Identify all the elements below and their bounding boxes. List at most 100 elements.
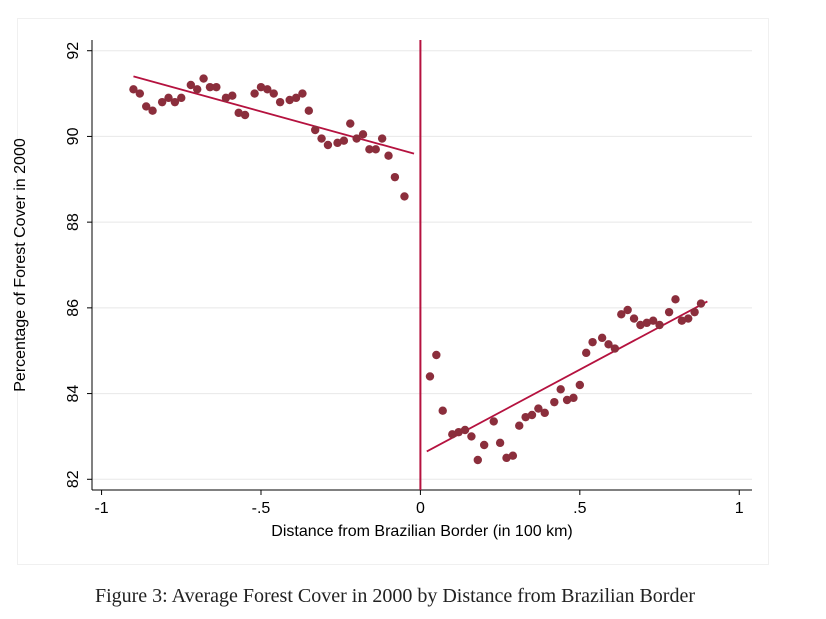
data-point — [291, 93, 301, 103]
data-point — [164, 93, 173, 103]
data-point — [597, 333, 607, 343]
data-point — [317, 134, 326, 143]
data-point — [170, 97, 180, 107]
data-point — [177, 93, 186, 103]
data-point — [148, 106, 157, 115]
x-tick-label: 1 — [735, 500, 744, 517]
data-point — [508, 451, 518, 460]
y-tick-label: 82 — [65, 470, 82, 488]
data-point — [575, 380, 585, 390]
data-point — [696, 299, 706, 308]
data-point — [384, 151, 393, 160]
data-point — [642, 318, 651, 328]
axes — [91, 40, 752, 491]
data-point — [550, 397, 559, 407]
data-point — [298, 89, 307, 98]
data-point — [339, 136, 349, 145]
data-point — [438, 406, 447, 415]
data-point — [240, 110, 250, 120]
data-point — [333, 138, 342, 148]
y-tick-label: 90 — [65, 127, 82, 145]
data-point — [671, 295, 680, 304]
data-point — [479, 440, 489, 450]
data-point — [648, 316, 658, 325]
data-point — [425, 372, 435, 381]
data-point — [534, 404, 543, 413]
figure-panel — [17, 18, 769, 565]
data-point — [515, 421, 524, 430]
data-point — [604, 340, 613, 349]
data-point — [371, 145, 380, 154]
data-point — [569, 393, 578, 403]
data-point — [129, 85, 138, 94]
data-point — [193, 85, 202, 94]
y-ticks: 82 84 86 88 90 92 — [65, 42, 92, 488]
data-point — [323, 140, 333, 150]
data-point — [495, 438, 505, 448]
data-point — [521, 412, 530, 422]
x-tick-label: -1 — [94, 500, 108, 517]
data-point — [263, 85, 272, 94]
data-point — [489, 417, 498, 426]
data-point — [527, 410, 537, 420]
data-point — [562, 395, 572, 405]
y-tick-label: 86 — [65, 299, 82, 317]
data-point — [400, 192, 409, 201]
data-point — [285, 95, 294, 105]
grid-lines — [92, 50, 752, 480]
data-point — [346, 119, 355, 128]
data-point — [390, 172, 400, 182]
data-point — [454, 427, 463, 437]
data-point — [690, 307, 699, 317]
data-point — [199, 74, 208, 83]
data-point — [221, 93, 231, 103]
data-point — [186, 80, 196, 90]
figure-caption: Figure 3: Average Forest Cover in 2000 b… — [94, 585, 696, 607]
x-tick-label: -.5 — [252, 500, 271, 517]
data-point — [269, 89, 278, 98]
data-point — [467, 432, 476, 441]
data-point — [636, 320, 645, 330]
data-point — [250, 89, 259, 98]
data-point — [432, 350, 441, 360]
data-point — [655, 320, 664, 330]
data-point — [502, 453, 511, 463]
data-point — [588, 337, 597, 347]
data-point — [256, 82, 266, 92]
y-axis-title: Percentage of Forest Cover in 2000 — [12, 138, 29, 392]
data-point — [212, 82, 221, 92]
data-point — [310, 125, 320, 135]
x-axis-title: Distance from Brazilian Border (in 100 k… — [271, 523, 572, 540]
y-tick-label: 92 — [65, 42, 82, 60]
data-point — [617, 310, 626, 319]
x-ticks: -1 -.5 0 .5 1 — [94, 490, 744, 517]
data-point — [540, 408, 549, 418]
data-point — [556, 385, 565, 394]
data-point — [610, 344, 620, 353]
data-point — [365, 145, 374, 154]
x-tick-label: .5 — [573, 500, 586, 517]
data-point — [358, 130, 368, 139]
y-tick-label: 88 — [65, 213, 82, 231]
data-point — [677, 316, 687, 325]
data-point — [448, 430, 457, 439]
fit-line — [133, 75, 415, 155]
data-point — [377, 134, 387, 143]
data-point — [623, 305, 632, 315]
data-point — [629, 314, 639, 323]
data-point — [205, 82, 215, 92]
data-point — [142, 102, 151, 111]
data-point — [684, 314, 693, 323]
data-point — [228, 91, 237, 100]
data-point — [275, 97, 285, 107]
data-point — [234, 108, 243, 118]
data-point — [460, 425, 470, 435]
data-point — [664, 307, 674, 317]
data-points — [129, 74, 706, 465]
data-point — [582, 348, 591, 358]
y-tick-label: 84 — [65, 385, 82, 403]
data-point — [352, 134, 361, 143]
data-point — [473, 455, 482, 465]
data-point — [135, 89, 145, 98]
